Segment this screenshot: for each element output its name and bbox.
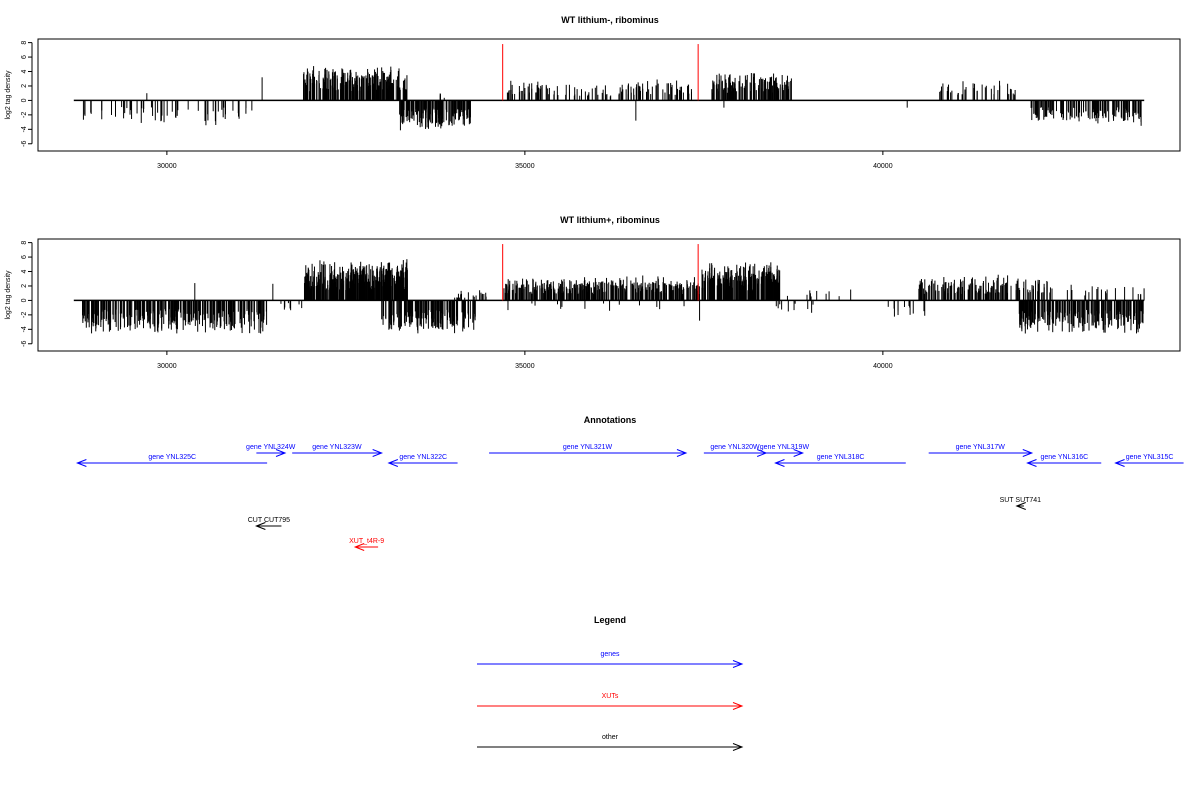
legend: Legend genes XUTs other: [477, 615, 744, 751]
legend-item-gene: genes: [477, 651, 744, 668]
arrow-head: [387, 459, 399, 467]
x-axis: 30000 35000 40000: [157, 151, 893, 170]
y-tick-label: -2: [21, 312, 28, 318]
panel-title: WT lithium+, ribominus: [560, 215, 660, 225]
x-tick-label: 40000: [873, 163, 893, 170]
annotation-cut-cut795: CUT CUT795: [248, 517, 290, 530]
panel-title: WT lithium-, ribominus: [561, 15, 659, 25]
annotation-label: CUT CUT795: [248, 517, 290, 524]
annotation-label: gene YNL324W: [246, 444, 296, 451]
arrow-head: [1022, 449, 1034, 457]
annotation-xut-t4r-9: XUT_t4R-9: [349, 538, 384, 551]
annotation-label: XUT_t4R-9: [349, 538, 384, 545]
annotation-gene-ynl319w: gene YNL319W: [760, 444, 810, 457]
annotation-gene-ynl318c: gene YNL318C: [774, 454, 906, 467]
x-tick-label: 30000: [157, 163, 177, 170]
arrow-head: [732, 702, 744, 710]
y-axis-label: log2 tag density: [5, 70, 12, 120]
plot-frame: [37, 238, 1181, 352]
annotation-label: gene YNL325C: [148, 454, 196, 461]
arrow-head: [275, 449, 287, 457]
annotation-label: gene YNL317W: [956, 444, 1006, 451]
y-tick-label: -6: [21, 341, 28, 347]
legend-title: Legend: [594, 615, 626, 625]
annotation-label: gene YNL323W: [312, 444, 362, 451]
y-tick-label: 6: [21, 255, 28, 259]
x-tick-label: 35000: [515, 163, 535, 170]
legend-item-xut: XUTs: [477, 693, 744, 710]
x-tick-label: 35000: [515, 363, 535, 370]
y-tick-label: -6: [21, 141, 28, 147]
arrow-head: [774, 459, 785, 467]
annotation-gene-ynl324w: gene YNL324W: [246, 444, 296, 457]
annotation-gene-ynl323w: gene YNL323W: [292, 444, 384, 457]
arrow-head: [732, 743, 744, 751]
annotation-gene-ynl315c: gene YNL315C: [1114, 454, 1184, 467]
annotation-gene-ynl317w: gene YNL317W: [928, 444, 1034, 457]
y-tick-label: 4: [21, 269, 28, 273]
annotation-label: gene YNL318C: [817, 454, 865, 461]
x-tick-label: 30000: [157, 363, 177, 370]
y-tick-label: 0: [21, 298, 28, 302]
annotation-gene-ynl322c: gene YNL322C: [387, 454, 458, 467]
y-tick-label: 2: [21, 84, 28, 88]
arrow-head: [793, 449, 805, 457]
density-bars: [82, 66, 1142, 131]
legend-label: genes: [600, 651, 620, 658]
legend-label: XUTs: [602, 693, 619, 700]
annotation-label: gene YNL319W: [760, 444, 810, 451]
density-panel-lithium-plus: WT lithium+, ribominus log2 tag density …: [5, 215, 1181, 370]
arrow-head: [353, 543, 365, 551]
y-tick-label: -4: [21, 326, 28, 332]
annotation-label: gene YNL316C: [1040, 454, 1088, 461]
region-markers: [502, 244, 699, 301]
annotation-gene-ynl321w: gene YNL321W: [489, 444, 688, 457]
y-tick-label: 6: [21, 55, 28, 59]
annotation-label: gene YNL322C: [399, 454, 447, 461]
legend-item-other: other: [477, 734, 744, 751]
annotation-label: SUT SUT741: [1000, 497, 1042, 504]
annotation-label: gene YNL321W: [563, 444, 613, 451]
y-tick-label: 8: [21, 41, 28, 45]
annotation-gene-ynl320w: gene YNL320W: [703, 444, 768, 457]
annotation-gene-ynl325c: gene YNL325C: [75, 454, 268, 467]
x-axis: 30000 35000 40000: [157, 351, 893, 370]
y-tick-label: 4: [21, 69, 28, 73]
region-markers: [502, 44, 699, 101]
x-tick-label: 40000: [873, 363, 893, 370]
arrow-head: [75, 459, 87, 467]
y-axis-label: log2 tag density: [5, 270, 12, 320]
y-tick-label: 2: [21, 284, 28, 288]
annotation-features: gene YNL325C gene YNL324W gene YNL323W gene…: [75, 444, 1184, 551]
y-tick-label: -2: [21, 112, 28, 118]
legend-label: other: [602, 734, 619, 741]
annotation-gene-ynl316c: gene YNL316C: [1026, 454, 1102, 467]
y-tick-label: -4: [21, 126, 28, 132]
y-axis: -6 -4 -2 0 2 4 6 8: [21, 41, 33, 147]
density-bars: [82, 259, 1145, 334]
arrow-head: [254, 522, 266, 530]
arrow-head: [1114, 459, 1125, 467]
arrow-head: [1015, 502, 1026, 510]
annotations-title: Annotations: [584, 415, 637, 425]
plot-frame: [37, 38, 1181, 152]
arrow-head: [676, 449, 688, 457]
density-panel-lithium-minus: WT lithium-, ribominus log2 tag density …: [5, 15, 1181, 170]
annotation-label: gene YNL320W: [710, 444, 760, 451]
arrow-head: [372, 449, 384, 457]
arrow-head: [732, 660, 744, 668]
annotation-label: gene YNL315C: [1126, 454, 1174, 461]
y-axis: -6 -4 -2 0 2 4 6 8: [21, 241, 33, 347]
y-tick-label: 8: [21, 241, 28, 245]
y-tick-label: 0: [21, 98, 28, 102]
legend-items: genes XUTs other: [477, 651, 744, 751]
arrow-head: [1026, 459, 1037, 467]
annotation-sut-sut741: SUT SUT741: [1000, 497, 1042, 510]
